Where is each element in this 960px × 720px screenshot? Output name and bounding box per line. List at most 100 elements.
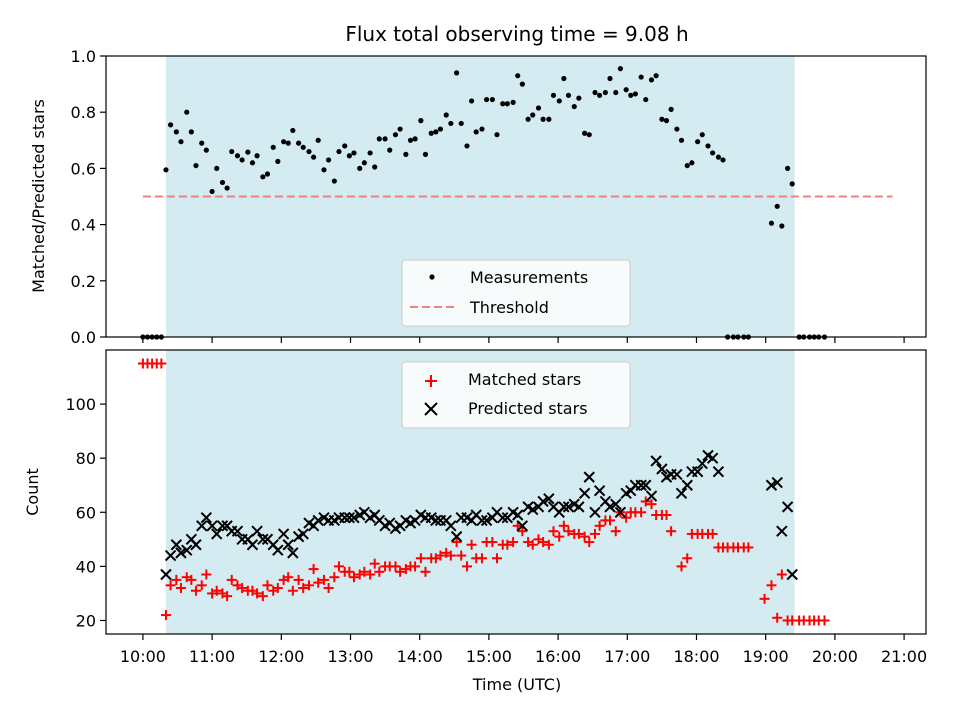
predicted-star-marker (211, 528, 223, 540)
measurement-point (199, 140, 205, 146)
measurement-point (357, 165, 363, 171)
measurement-point (433, 129, 439, 135)
predicted-star-marker (339, 511, 351, 524)
matched-star-marker (226, 574, 237, 585)
measurement-point (668, 106, 674, 112)
predicted-star-marker (712, 466, 725, 478)
measurement-point (403, 151, 409, 157)
measurement-point (428, 130, 434, 136)
matched-star-marker (610, 526, 621, 537)
measurement-point (571, 103, 577, 110)
predicted-star-marker (610, 498, 622, 510)
measurement-point (275, 158, 281, 164)
measurement-point (392, 132, 399, 138)
x-tick-label: 11:00 (189, 647, 235, 666)
matched-star-marker (190, 585, 201, 596)
measurement-point (705, 143, 711, 149)
measurement-point (342, 143, 348, 149)
predicted-star-marker (175, 547, 187, 559)
predicted-star-marker (765, 479, 778, 491)
matched-star-marker (445, 550, 456, 561)
measurement-point (500, 101, 506, 107)
predicted-star-marker (430, 514, 442, 527)
predicted-star-marker (512, 509, 524, 521)
measurement-point (504, 101, 510, 107)
x-tick-label: 12:00 (258, 647, 304, 666)
predicted-star-marker (543, 493, 555, 505)
predicted-star-marker (312, 514, 324, 527)
measurement-point (550, 92, 557, 98)
measurement-point (659, 116, 665, 122)
y-tick-label: 0.2 (71, 272, 96, 291)
predicted-star-marker (578, 487, 591, 500)
measurement-point (515, 73, 521, 79)
matched-star-marker (776, 569, 787, 580)
y-tick-label: 0.0 (71, 328, 96, 347)
predicted-star-marker (170, 539, 183, 551)
predicted-star-marker (160, 568, 172, 581)
measurement-point (270, 144, 276, 150)
matched-star-marker (676, 561, 687, 572)
matched-star-marker (287, 585, 298, 596)
measurement-point (473, 129, 479, 135)
predicted-star-marker (200, 511, 213, 524)
matched-star-marker (604, 515, 615, 526)
measurement-point (607, 75, 613, 82)
matched-star-marker (487, 537, 498, 548)
measurement-point (510, 99, 516, 105)
measurement-point (239, 157, 245, 163)
measurement-point (281, 139, 287, 145)
measurement-point (422, 151, 429, 157)
top-y-ticks: 0.0 0.2 0.4 0.6 0.8 1.0 (71, 47, 106, 347)
predicted-star-marker (480, 514, 493, 527)
matched-star-marker (293, 574, 304, 585)
measurement-point (715, 154, 722, 160)
x-tick-label: 18:00 (673, 647, 719, 666)
matched-star-marker (262, 580, 273, 591)
predicted-star-marker (231, 525, 244, 537)
matched-star-marker (348, 572, 359, 583)
legend-predicted-label: Predicted stars (468, 399, 588, 418)
matched-star-marker (451, 537, 462, 548)
matched-star-marker (323, 583, 334, 594)
measurement-point (546, 116, 552, 122)
matched-star-marker (318, 574, 329, 585)
matched-star-marker (573, 528, 584, 539)
measurement-point (264, 171, 271, 177)
measurement-point (689, 160, 695, 166)
matched-star-marker (395, 566, 406, 577)
measurement-point (710, 150, 716, 156)
y-tick-label: 0.8 (71, 103, 96, 122)
matched-star-marker (636, 507, 647, 518)
measurement-point (789, 181, 795, 187)
measurement-point (617, 66, 623, 72)
measurement-point (249, 160, 256, 166)
measurement-point (412, 136, 418, 142)
predicted-star-marker (516, 520, 529, 532)
predicted-star-marker (650, 455, 662, 467)
predicted-star-marker (497, 511, 509, 524)
matched-star-marker (759, 593, 770, 604)
measurement-point (632, 91, 638, 97)
matched-star-marker (772, 612, 783, 623)
measurement-point (372, 164, 378, 170)
predicted-star-marker (297, 528, 309, 540)
measurement-point (643, 96, 649, 103)
matched-star-marker (156, 358, 167, 369)
measurement-point (602, 89, 608, 96)
measurement-point (315, 137, 321, 143)
matched-star-marker (344, 566, 355, 577)
matched-star-marker (766, 580, 777, 591)
measurement-point (346, 153, 352, 159)
measurement-point (648, 77, 655, 83)
measurement-point (173, 129, 179, 135)
matched-star-marker (590, 528, 601, 539)
x-tick-label: 10:00 (120, 647, 166, 666)
top-panel: 0.0 0.2 0.4 0.6 0.8 1.0 Matched/Predicted sta… (29, 47, 927, 347)
predicted-star-marker (696, 457, 708, 470)
matched-star-marker (666, 526, 677, 537)
matched-star-marker (621, 512, 632, 523)
predicted-star-marker (614, 506, 627, 518)
measurement-point (234, 153, 241, 159)
